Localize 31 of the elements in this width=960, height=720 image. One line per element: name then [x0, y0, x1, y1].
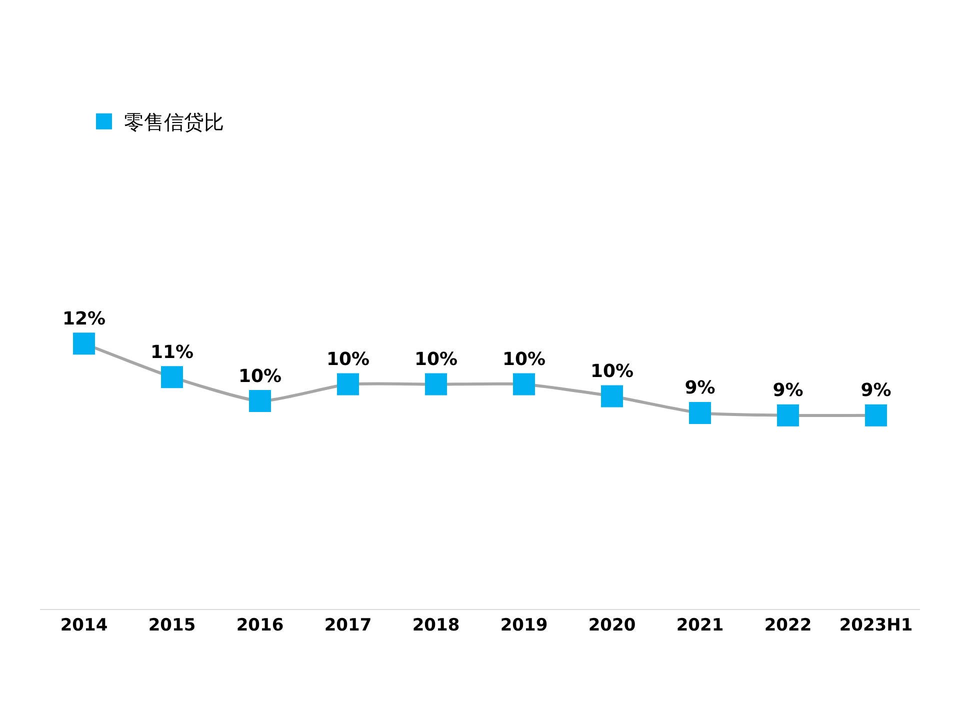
data-label: 11%: [150, 342, 194, 363]
point: [513, 373, 535, 396]
x-tick-label: 2018: [412, 615, 460, 636]
point: [865, 404, 887, 426]
x-tick-label: 2021: [676, 615, 724, 636]
data-label: 9%: [684, 378, 716, 399]
data-label: 9%: [772, 380, 804, 402]
x-tick-label: 2015: [148, 615, 196, 636]
point: [73, 332, 95, 355]
point: [337, 373, 359, 396]
x-tick-label: 2022: [764, 615, 812, 636]
data-label: 10%: [414, 349, 458, 370]
x-tick-label: 2014: [60, 615, 108, 636]
point: [601, 385, 623, 408]
data-label: 10%: [238, 366, 282, 387]
point: [161, 366, 183, 388]
data-label: 10%: [590, 360, 634, 382]
data-label: 9%: [860, 380, 892, 402]
x-tick-label: 2020: [588, 615, 636, 636]
data-label: 10%: [326, 349, 370, 370]
x-tick-label: 2019: [500, 615, 548, 636]
x-tick-label: 2016: [236, 615, 284, 636]
data-label: 10%: [502, 349, 546, 370]
x-tick-label: 2023H1: [839, 615, 913, 636]
data-label: 12%: [62, 308, 106, 330]
point: [689, 402, 711, 424]
point: [425, 373, 447, 396]
point: [777, 404, 799, 426]
x-tick-label: 2017: [324, 615, 372, 636]
legend-label: 零售信贷比: [124, 110, 224, 134]
point: [249, 390, 271, 412]
